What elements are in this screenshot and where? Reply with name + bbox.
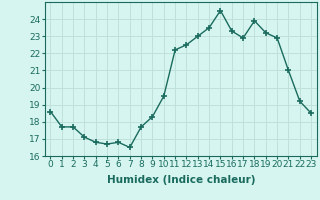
- X-axis label: Humidex (Indice chaleur): Humidex (Indice chaleur): [107, 175, 255, 185]
